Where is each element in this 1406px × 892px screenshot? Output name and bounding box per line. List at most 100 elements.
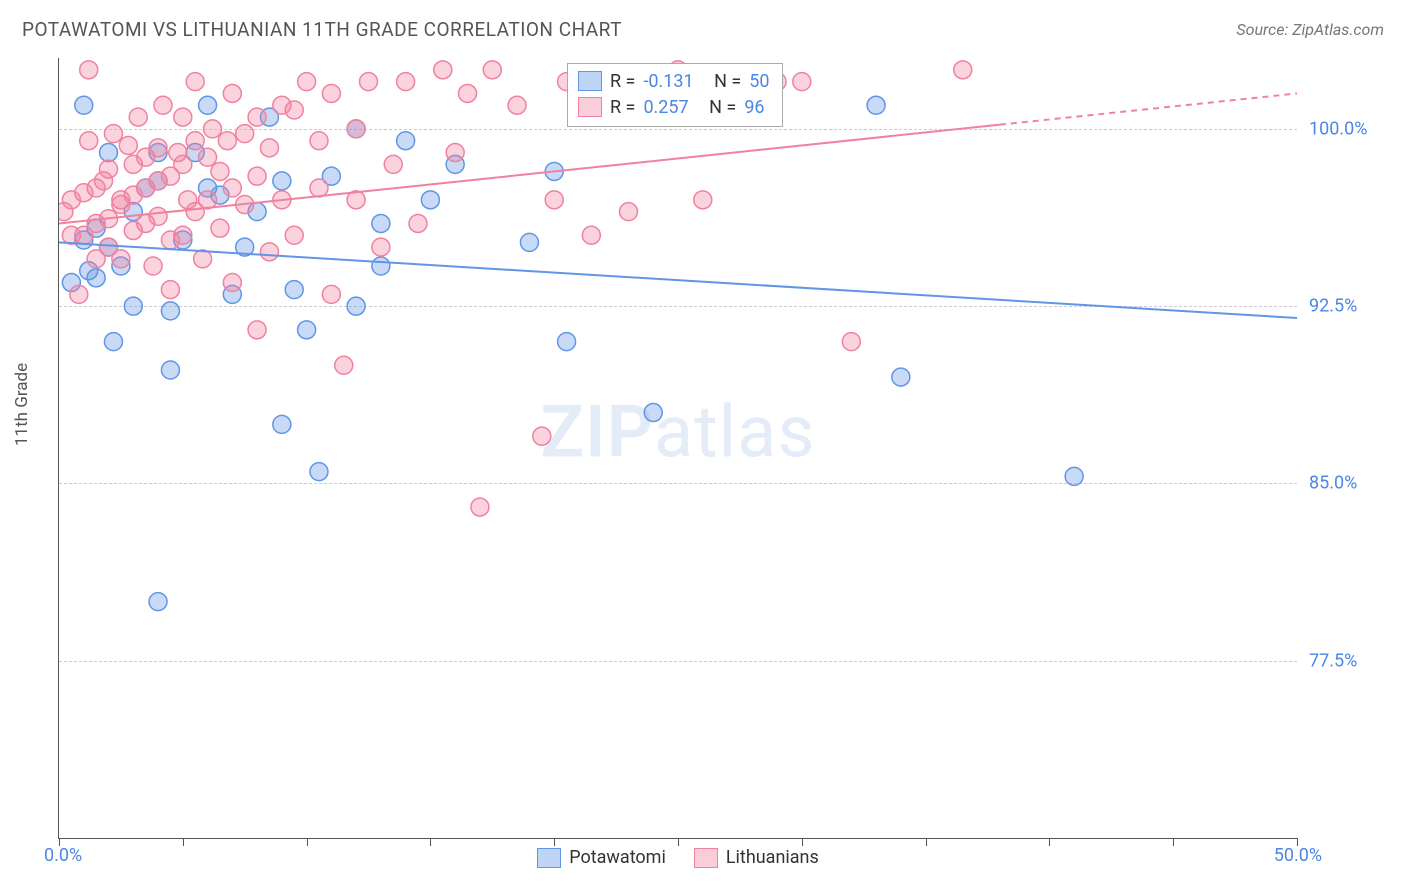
legend-n-value: 50: [749, 71, 769, 92]
data-point: [248, 321, 266, 339]
data-point: [124, 155, 142, 173]
data-point: [298, 321, 316, 339]
x-tick: [926, 838, 927, 846]
data-point: [273, 172, 291, 190]
x-tick: [1173, 838, 1174, 846]
data-point: [199, 148, 217, 166]
data-point: [619, 203, 637, 221]
data-point: [322, 84, 340, 102]
data-point: [100, 160, 118, 178]
data-point: [236, 125, 254, 143]
data-point: [75, 231, 93, 249]
data-point: [545, 191, 563, 209]
data-point: [112, 191, 130, 209]
legend-row-potawatomi: R = -0.131 N = 50: [578, 68, 770, 94]
data-point: [644, 404, 662, 422]
data-point: [285, 226, 303, 244]
data-point: [87, 179, 105, 197]
legend-label: Lithuanians: [726, 847, 819, 868]
legend-row-lithuanians: R = 0.257 N = 96: [578, 94, 770, 120]
legend-r-prefix: R =: [610, 71, 635, 92]
data-point: [104, 333, 122, 351]
legend-n-prefix: N =: [709, 97, 736, 118]
legend-r-value: 0.257: [643, 97, 688, 118]
data-point: [421, 191, 439, 209]
data-point: [285, 281, 303, 299]
x-tick: [802, 838, 803, 846]
data-point: [174, 231, 192, 249]
data-point: [100, 238, 118, 256]
data-point: [236, 238, 254, 256]
data-point: [223, 179, 241, 197]
data-point: [144, 257, 162, 275]
data-point: [558, 333, 576, 351]
data-point: [186, 144, 204, 162]
data-point: [322, 285, 340, 303]
data-point: [360, 73, 378, 91]
data-point: [80, 262, 98, 280]
data-point: [236, 196, 254, 214]
gridline: [59, 483, 1297, 484]
data-point: [100, 238, 118, 256]
plot-area: ZIPatlas R = -0.131 N = 50 R = 0.257 N =…: [58, 58, 1297, 839]
correlation-legend: R = -0.131 N = 50 R = 0.257 N = 96: [567, 63, 783, 127]
data-point: [174, 108, 192, 126]
data-point: [80, 132, 98, 150]
data-point: [80, 61, 98, 79]
data-point: [273, 96, 291, 114]
data-point: [119, 136, 137, 154]
data-point: [248, 108, 266, 126]
data-point: [124, 203, 142, 221]
trend-line: [59, 125, 1000, 224]
watermark-bold: ZIP: [540, 390, 653, 475]
data-point: [95, 172, 113, 190]
data-point: [867, 96, 885, 114]
watermark-rest: atlas: [654, 390, 816, 475]
data-point: [161, 302, 179, 320]
data-point: [273, 191, 291, 209]
data-point: [186, 132, 204, 150]
y-axis-label: 11th Grade: [12, 363, 32, 446]
series-legend: Potawatomi Lithuanians: [59, 847, 1297, 868]
data-point: [211, 162, 229, 180]
data-point: [149, 207, 167, 225]
data-point: [211, 219, 229, 237]
data-point: [694, 191, 712, 209]
watermark: ZIPatlas: [540, 390, 815, 475]
data-point: [137, 148, 155, 166]
data-point: [446, 144, 464, 162]
data-point: [186, 73, 204, 91]
data-point: [62, 226, 80, 244]
data-point: [87, 269, 105, 287]
data-point: [161, 361, 179, 379]
chart-title: POTAWATOMI VS LITHUANIAN 11TH GRADE CORR…: [22, 18, 622, 41]
data-point: [273, 415, 291, 433]
data-point: [310, 179, 328, 197]
data-point: [372, 238, 390, 256]
data-point: [384, 155, 402, 173]
data-point: [100, 210, 118, 228]
data-point: [310, 463, 328, 481]
data-point: [161, 281, 179, 299]
data-point: [260, 243, 278, 261]
data-point: [199, 179, 217, 197]
data-point: [223, 84, 241, 102]
data-point: [533, 427, 551, 445]
trend-line-dashed: [1000, 93, 1297, 124]
x-tick: [430, 838, 431, 846]
data-point: [483, 61, 501, 79]
gridline: [59, 306, 1297, 307]
data-point: [223, 285, 241, 303]
x-tick: [59, 838, 60, 846]
data-point: [100, 144, 118, 162]
data-point: [310, 132, 328, 150]
data-point: [194, 250, 212, 268]
data-point: [397, 73, 415, 91]
data-point: [434, 61, 452, 79]
data-point: [298, 73, 316, 91]
data-point: [372, 214, 390, 232]
data-point: [174, 226, 192, 244]
legend-r-value: -0.131: [643, 71, 693, 92]
data-point: [124, 222, 142, 240]
data-point: [397, 132, 415, 150]
